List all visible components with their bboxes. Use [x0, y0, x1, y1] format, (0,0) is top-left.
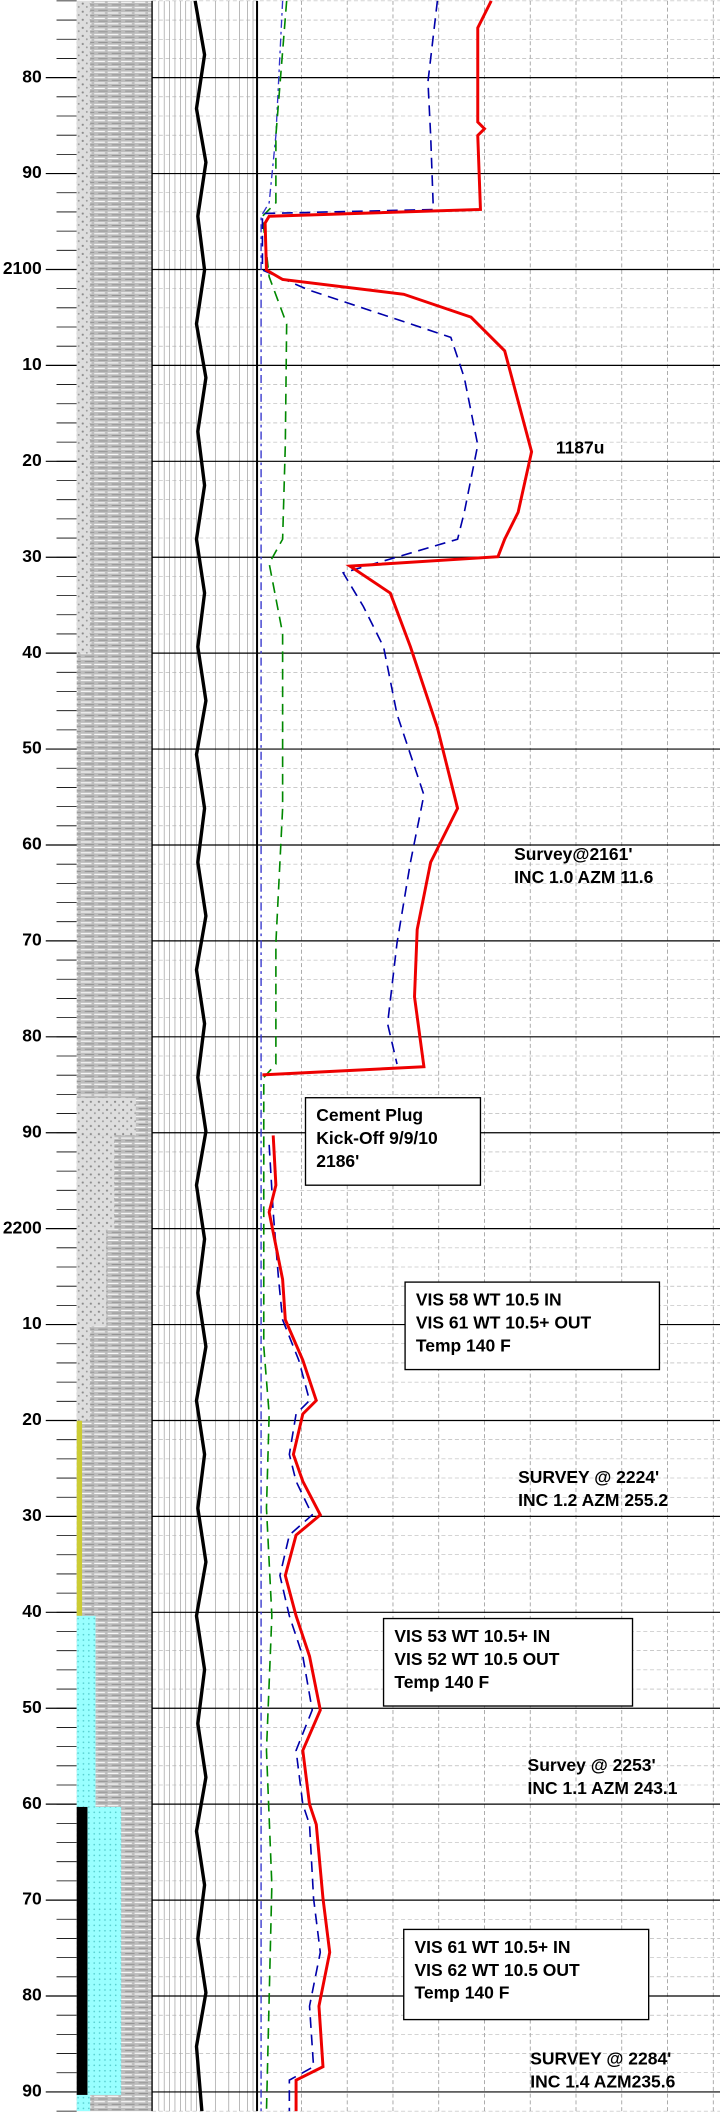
depth-label: 70	[22, 1889, 41, 1909]
total-gas	[267, 1135, 332, 2112]
note-text: INC 1.2 AZM 255.2	[518, 1490, 668, 1510]
note-text: SURVEY @ 2224'	[518, 1467, 659, 1487]
note-text: VIS 61 WT 10.5+ OUT	[416, 1312, 592, 1332]
note-box	[304, 1097, 482, 1186]
note-text: Temp 140 F	[416, 1335, 511, 1355]
gas-dashdot	[260, 0, 284, 2112]
note-text: INC 1.0 AZM 11.6	[514, 867, 654, 887]
gas-green	[261, 0, 288, 2112]
depth-label: 80	[22, 66, 41, 86]
depth-label: 70	[22, 930, 41, 950]
gas-blue	[261, 0, 479, 1065]
depth-label: 40	[22, 1601, 41, 1621]
note-text: Cement Plug	[316, 1105, 423, 1125]
rop-curve	[193, 0, 208, 2112]
note-text: Survey@2161'	[514, 844, 632, 864]
note-text: SURVEY @ 2284'	[530, 2049, 671, 2069]
depth-label: 10	[22, 1313, 41, 1333]
note-text: VIS 53 WT 10.5+ IN	[394, 1626, 550, 1646]
note-text: VIS 62 WT 10.5 OUT	[415, 1960, 580, 1980]
note-text: 2186'	[316, 1151, 359, 1171]
depth-label: 80	[22, 1985, 41, 2005]
depth-label: 60	[22, 1793, 41, 1813]
note-text: VIS 58 WT 10.5 IN	[416, 1290, 562, 1310]
note-text: 1187u	[556, 438, 605, 458]
depth-label: 30	[22, 1505, 41, 1525]
depth-label: 50	[22, 738, 41, 758]
curves	[193, 0, 534, 2112]
annotations: 1187u Survey@2161' INC 1.0 AZM 11.6 Cement …	[304, 438, 678, 2091]
depth-label: 2200	[3, 1217, 42, 1237]
depth-label: 30	[22, 546, 41, 566]
note-text: Temp 140 F	[394, 1672, 489, 1692]
note-text: Temp 140 F	[415, 1983, 510, 2003]
note-text: INC 1.4 AZM235.6	[530, 2071, 675, 2091]
depth-label: 50	[22, 1697, 41, 1717]
depth-label: 10	[22, 354, 41, 374]
depth-label: 90	[22, 2081, 41, 2101]
depth-label: 20	[22, 450, 41, 470]
note-box	[404, 1281, 661, 1371]
total-gas	[262, 0, 534, 1077]
gas-blue	[268, 1144, 322, 2112]
depth-label: 90	[22, 162, 41, 182]
depth-label: 90	[22, 1121, 41, 1141]
note-box	[403, 1928, 650, 2021]
depth-label: 60	[22, 834, 41, 854]
note-text: VIS 52 WT 10.5 OUT	[394, 1649, 559, 1669]
note-text: INC 1.1 AZM 243.1	[528, 1778, 678, 1798]
depth-label: 40	[22, 642, 41, 662]
grid: 80 90 2100 10 20 30 40 50 60 70 80 90 2200 10 20 30 40 50…	[3, 0, 720, 2112]
depth-label: 2100	[3, 258, 42, 278]
depth-label: 80	[22, 1025, 41, 1045]
note-box	[382, 1617, 634, 1707]
depth-label: 20	[22, 1409, 41, 1429]
note-text: Survey @ 2253'	[528, 1755, 656, 1775]
lithology	[76, 0, 153, 2112]
note-text: Kick-Off 9/9/10	[316, 1128, 437, 1148]
note-text: VIS 61 WT 10.5+ IN	[415, 1937, 571, 1957]
